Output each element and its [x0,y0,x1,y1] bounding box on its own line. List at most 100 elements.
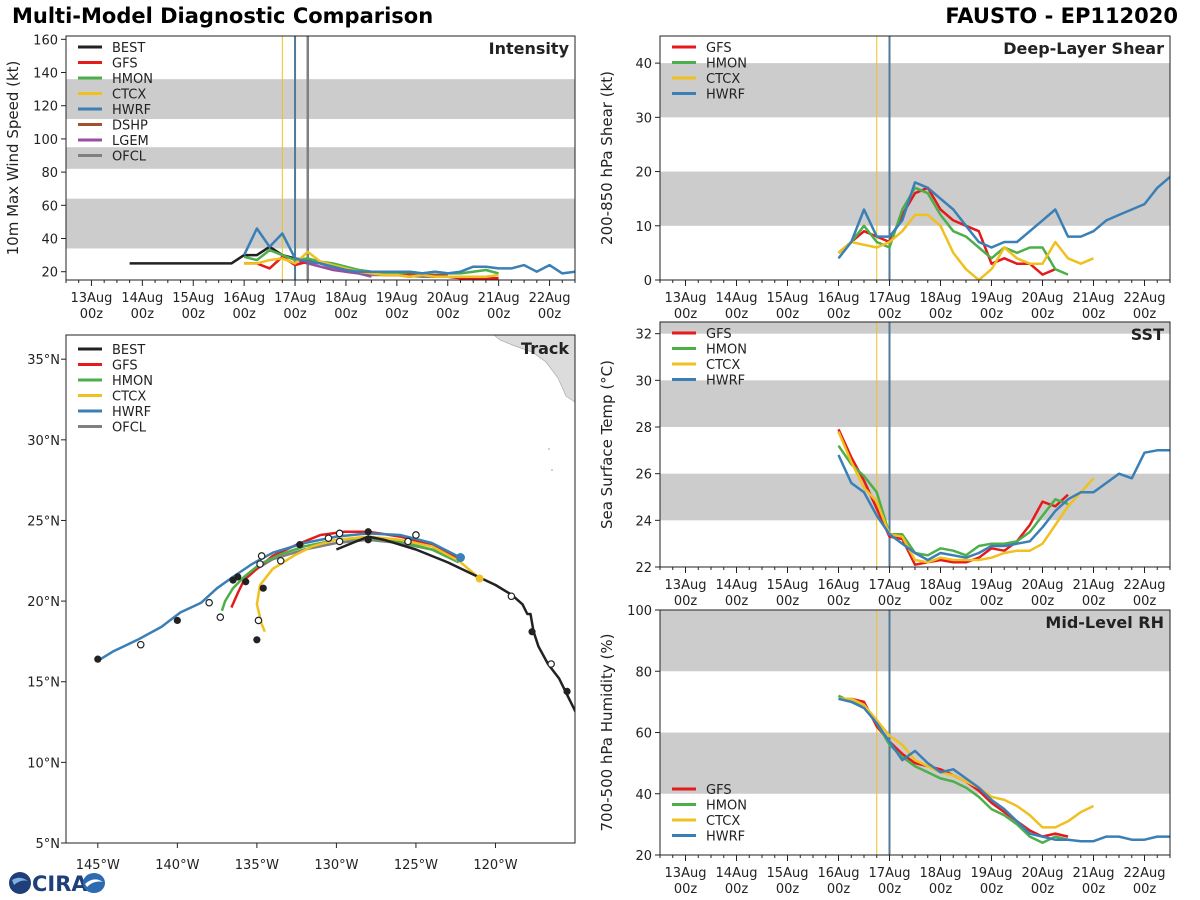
sst-xtick-label-date: 18Aug [920,578,962,593]
shear-xtick-label-hour: 00z [1082,307,1106,322]
coastline-land [493,335,575,403]
rh-xtick-label-hour: 00z [725,882,749,897]
track-xtick-label: 145°W [76,858,120,873]
rh-ytick-label: 60 [635,727,652,742]
shear-xtick-label-date: 22Aug [1124,291,1166,306]
rh-xtick-label-hour: 00z [980,882,1004,897]
rh-series-ctcx [838,697,1095,829]
intensity-xtick-label-date: 22Aug [529,291,571,306]
sst-series-ctcx [837,431,1095,564]
best-track-marker-open [256,560,264,568]
sst-ytick-label: 30 [635,374,652,389]
sst-xtick-label-date: 13Aug [665,578,707,593]
intensity-ytick-label: 120 [33,100,58,115]
rh-xtick-label-date: 20Aug [1022,866,1064,881]
shear-xtick-label-date: 21Aug [1073,291,1115,306]
rh-panel: 2040608010013Aug00z14Aug00z15Aug00z16Aug… [598,604,1171,897]
sst-ytick-label: 26 [635,468,652,483]
best-track-marker-filled [296,541,304,549]
best-track-marker-open [257,552,266,560]
track-ytick-label: 5°N [36,837,61,852]
sst-xtick-label-hour: 00z [674,594,698,609]
sst-band-2 [660,322,1170,334]
track-legend-label-ctcx: CTCX [112,390,146,405]
rh-legend-label-hwrf: HWRF [706,830,745,845]
sst-legend-label-hmon: HMON [706,343,747,358]
rh-series-group [837,694,1170,845]
shear-ytick-label: 20 [635,166,652,181]
shear-xtick-label-hour: 00z [827,307,851,322]
rh-title: Mid-Level RH [1045,613,1164,632]
best-track-marker-filled [242,578,250,586]
best-track-marker-open [254,616,263,625]
rh-xtick-label-hour: 00z [1133,882,1157,897]
shear-series-ctcx [837,213,1094,280]
intensity-xtick-label-hour: 00z [334,307,358,322]
cira-swirl-icon [12,877,28,885]
intensity-ytick-label: 80 [41,166,58,181]
intensity-legend-label-dshp: DSHP [112,119,148,134]
shear-ytick-label: 0 [644,274,652,289]
intensity-legend-label-ctcx: CTCX [112,88,146,103]
cira-storm-icon [83,873,105,893]
hwrf-current-marker [455,553,465,563]
shear-series-group [837,176,1170,280]
track-ytick-label: 15°N [27,676,60,691]
intensity-legend-label-gfs: GFS [112,57,138,72]
shear-ytick-label: 40 [635,57,652,72]
cira-globe-icon [9,872,31,894]
sst-xtick-label-hour: 00z [980,594,1004,609]
sst-xtick-label-date: 21Aug [1073,578,1115,593]
cira-logo-text: CIRA [32,872,88,896]
shear-xtick-label-hour: 00z [980,307,1004,322]
track-panel: 145°W 140°W 135°W 130°W 125°W 120°W 5°N 10°N 15°… [27,334,576,873]
rh-xtick-label-hour: 00z [674,882,698,897]
intensity-xtick-label-date: 16Aug [223,291,265,306]
track-ytick-label: 20°N [27,595,60,610]
intensity-ytick-label: 60 [41,199,58,214]
sst-legend-label-ctcx: CTCX [706,358,740,373]
track-series-best [335,535,575,714]
intensity-xtick-label-hour: 00z [182,307,206,322]
shear-xtick-label-date: 20Aug [1022,291,1064,306]
sst-legend-label-gfs: GFS [706,327,732,342]
best-track-marker-open [547,660,555,668]
sst-xtick-label-date: 20Aug [1022,578,1064,593]
sst-xtick-label-date: 16Aug [818,578,860,593]
shear-xtick-label-hour: 00z [929,307,953,322]
intensity-xtick-label-hour: 00z [487,307,511,322]
intensity-xtick-label-hour: 00z [283,307,307,322]
storm-title: FAUSTO - EP112020 [945,4,1178,28]
sst-ytick-label: 28 [635,421,652,436]
rh-xtick-label-date: 15Aug [767,866,809,881]
intensity-title: Intensity [489,39,570,58]
intensity-xtick-label-date: 15Aug [172,291,214,306]
sst-legend-label-hwrf: HWRF [706,374,745,389]
shear-legend-label-gfs: GFS [706,41,732,56]
rh-ylabel: 700-500 hPa Humidity (%) [598,633,616,831]
best-track-marker-filled [253,636,261,644]
intensity-series-ctcx [244,250,499,278]
best-track-marker-open [276,556,285,565]
track-xtick-label: 130°W [314,858,358,873]
shear-ytick-label: 30 [635,111,652,126]
shear-xtick-label-date: 15Aug [767,291,809,306]
track-xtick-label: 120°W [473,858,517,873]
best-track-marker-filled [94,655,102,663]
shear-xtick-label-date: 16Aug [818,291,860,306]
intensity-legend-label-best: BEST [112,41,145,56]
best-track-marker-filled [229,576,237,584]
sst-band-0 [660,473,1170,521]
sst-xtick-label-date: 19Aug [971,578,1013,593]
cira-logo: CIRA [9,872,105,896]
sst-ytick-label: 22 [635,561,652,576]
shear-xtick-label-hour: 00z [1031,307,1055,322]
intensity-series-group [129,227,575,280]
shear-series-hwrf [837,176,1170,260]
intensity-ytick-label: 160 [33,33,58,48]
best-track-marker-open [412,531,420,539]
sst-xtick-label-hour: 00z [1031,594,1055,609]
sst-xtick-label-date: 15Aug [767,578,809,593]
rh-xtick-label-date: 22Aug [1124,866,1166,881]
best-track-marker-open [216,613,225,622]
